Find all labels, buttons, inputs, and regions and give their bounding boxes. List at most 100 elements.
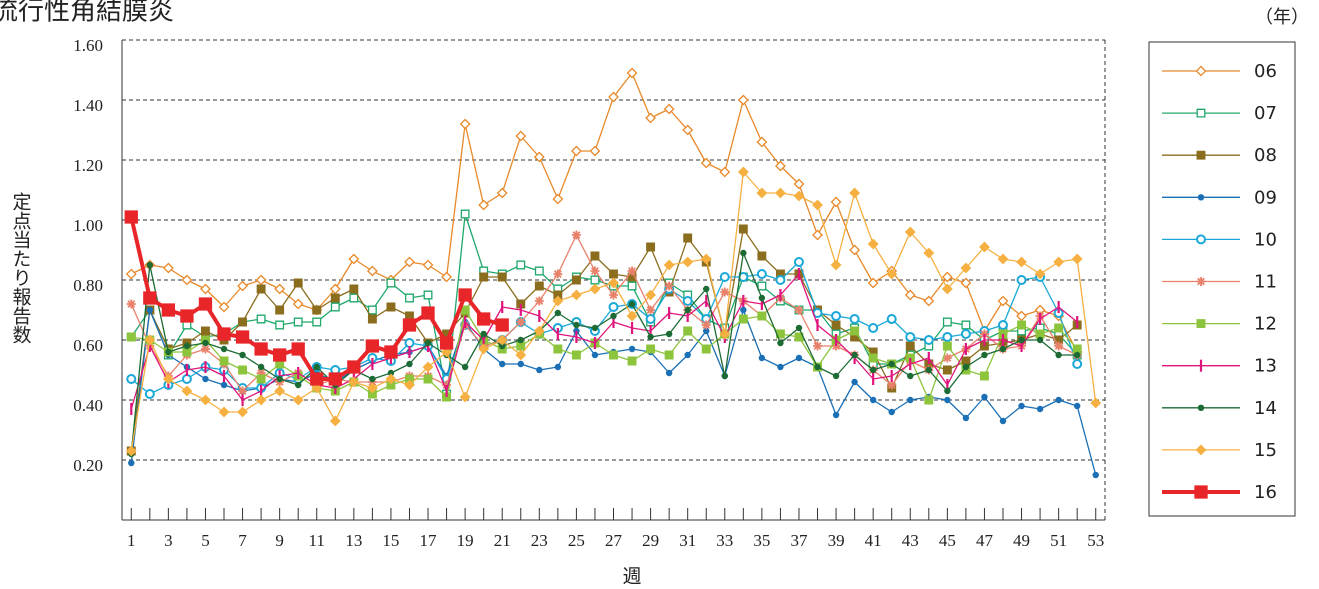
marker — [256, 314, 266, 324]
marker — [144, 334, 156, 346]
marker — [775, 187, 786, 199]
marker — [386, 278, 396, 288]
marker — [812, 199, 823, 211]
marker — [348, 376, 360, 388]
marker — [181, 385, 193, 397]
marker — [235, 330, 250, 344]
marker — [161, 303, 176, 317]
marker — [573, 321, 580, 329]
marker — [851, 351, 858, 359]
x-tick-label: 1 — [127, 531, 136, 550]
marker — [125, 268, 137, 280]
marker — [202, 339, 209, 347]
marker — [738, 314, 748, 324]
marker — [591, 351, 599, 359]
marker — [608, 302, 619, 312]
marker — [496, 187, 508, 199]
marker — [924, 395, 934, 405]
marker — [851, 378, 858, 386]
y-tick-label: 1.60 — [73, 36, 103, 55]
marker — [942, 353, 952, 363]
legend-label: 12 — [1254, 314, 1277, 335]
legend-label: 11 — [1254, 272, 1277, 293]
legend-marker — [1196, 108, 1206, 118]
x-tick-label: 21 — [494, 531, 511, 550]
marker — [515, 349, 527, 361]
legend-box — [1148, 41, 1296, 517]
marker — [198, 297, 213, 311]
marker — [553, 344, 563, 354]
marker — [1036, 336, 1044, 344]
marker — [1055, 351, 1062, 359]
marker — [942, 365, 952, 375]
marker — [1054, 323, 1064, 333]
x-tick-label: 29 — [642, 531, 659, 550]
marker — [255, 394, 267, 406]
marker — [997, 253, 1009, 265]
series-line — [130, 261, 1078, 395]
marker — [832, 372, 840, 380]
marker — [997, 320, 1008, 330]
marker — [609, 269, 618, 279]
marker — [646, 305, 656, 315]
marker — [534, 281, 544, 291]
marker — [366, 382, 378, 394]
x-tick-label: 31 — [679, 531, 696, 550]
legend-label: 10 — [1254, 229, 1277, 250]
marker — [275, 305, 285, 315]
marker — [534, 266, 544, 276]
y-tick-label: 0.20 — [73, 456, 103, 475]
marker — [684, 351, 691, 359]
marker — [200, 394, 211, 406]
marker — [719, 328, 731, 340]
marker — [254, 342, 268, 356]
marker — [461, 363, 469, 371]
marker — [404, 256, 415, 268]
marker — [664, 281, 674, 291]
marker — [385, 373, 397, 385]
marker — [830, 259, 842, 271]
marker — [404, 338, 415, 348]
marker — [960, 329, 971, 339]
marker — [1073, 351, 1081, 359]
marker — [961, 320, 971, 330]
marker — [423, 374, 433, 384]
marker — [219, 356, 229, 366]
marker — [923, 247, 935, 259]
marker — [366, 265, 378, 277]
marker — [237, 280, 248, 292]
marker — [239, 351, 246, 359]
x-tick-label: 25 — [568, 531, 585, 550]
marker — [999, 417, 1007, 425]
marker — [907, 372, 914, 380]
marker — [292, 394, 304, 406]
marker — [165, 348, 172, 356]
x-tick-label: 39 — [828, 531, 845, 550]
marker — [1034, 268, 1046, 280]
marker — [942, 341, 952, 351]
marker — [499, 342, 506, 350]
marker — [217, 327, 231, 341]
marker — [907, 396, 914, 404]
marker — [999, 345, 1007, 353]
marker — [886, 268, 898, 280]
marker — [664, 350, 674, 360]
marker — [571, 350, 581, 360]
marker — [220, 381, 228, 389]
marker — [740, 249, 747, 257]
marker — [886, 314, 897, 324]
marker — [365, 339, 380, 353]
marker — [591, 324, 599, 332]
marker — [480, 330, 487, 338]
marker — [756, 136, 768, 148]
series-line — [130, 234, 1078, 392]
legend-label: 08 — [1254, 145, 1277, 166]
marker — [1035, 329, 1045, 339]
marker — [406, 360, 413, 368]
marker — [348, 253, 360, 265]
marker — [146, 306, 154, 314]
marker — [422, 361, 434, 373]
marker — [201, 326, 210, 336]
marker — [1071, 253, 1083, 265]
marker — [202, 375, 209, 383]
